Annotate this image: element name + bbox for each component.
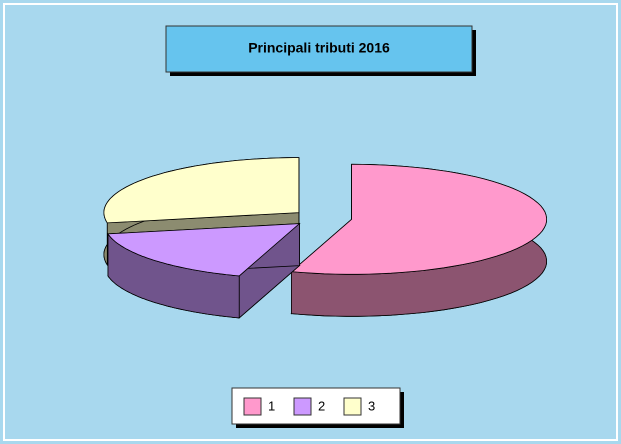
chart-title: Principali tributi 2016: [248, 40, 390, 56]
slice: [103, 157, 300, 224]
slice: [290, 163, 548, 275]
legend-label: 1: [268, 398, 275, 413]
legend-swatch: [293, 397, 312, 416]
frame: [3, 3, 618, 441]
title-box: [165, 25, 473, 73]
legend: 1 2 3: [231, 387, 404, 428]
legend-label: 2: [318, 398, 325, 413]
legend-swatch: [243, 397, 262, 416]
slice: [107, 223, 301, 277]
legend-swatch: [343, 397, 362, 416]
pie: [103, 157, 548, 319]
legend-label: 3: [368, 398, 375, 413]
